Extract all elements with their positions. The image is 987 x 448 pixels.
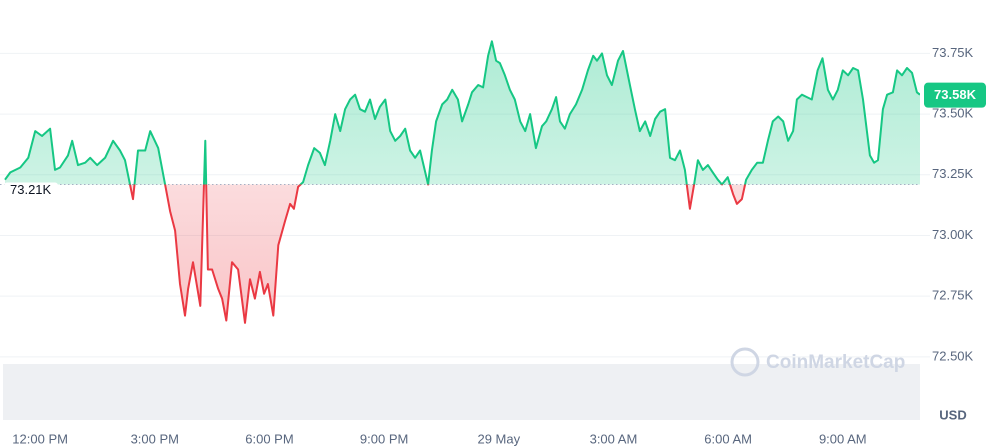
y-tick-label: 73.00K <box>932 227 974 242</box>
x-tick-label: 29 May <box>477 431 520 446</box>
x-tick-label: 6:00 AM <box>704 431 752 446</box>
last-price-label: 73.58K <box>934 87 977 102</box>
watermark-text: CoinMarketCap <box>766 352 905 373</box>
y-tick-label: 73.50K <box>932 106 974 121</box>
x-tick-label: 3:00 AM <box>590 431 638 446</box>
last-price-tag <box>924 82 986 108</box>
y-tick-label: 72.50K <box>932 348 974 363</box>
currency-label: USD <box>939 407 966 422</box>
area-above <box>5 41 920 185</box>
x-tick-label: 9:00 AM <box>819 431 867 446</box>
x-tick-label: 9:00 PM <box>360 431 408 446</box>
x-tick-label: 3:00 PM <box>131 431 179 446</box>
x-tick-label: 6:00 PM <box>245 431 293 446</box>
plot: 72.50K 72.75K 73.00K 73.25K 73.50K 73.75K 12:0… <box>0 40 986 446</box>
price-line-up <box>4 40 920 185</box>
baseline-label: 73.21K <box>10 182 52 197</box>
y-tick-label: 72.75K <box>932 288 974 303</box>
volume-area <box>3 364 920 420</box>
y-tick-label: 73.75K <box>932 45 974 60</box>
watermark: CoinMarketCap <box>730 347 905 377</box>
area-below <box>5 184 920 323</box>
x-tick-label: 12:00 PM <box>12 431 68 446</box>
price-line-down <box>128 184 747 324</box>
baseline-label-bg <box>4 182 58 199</box>
y-tick-label: 73.25K <box>932 166 974 181</box>
